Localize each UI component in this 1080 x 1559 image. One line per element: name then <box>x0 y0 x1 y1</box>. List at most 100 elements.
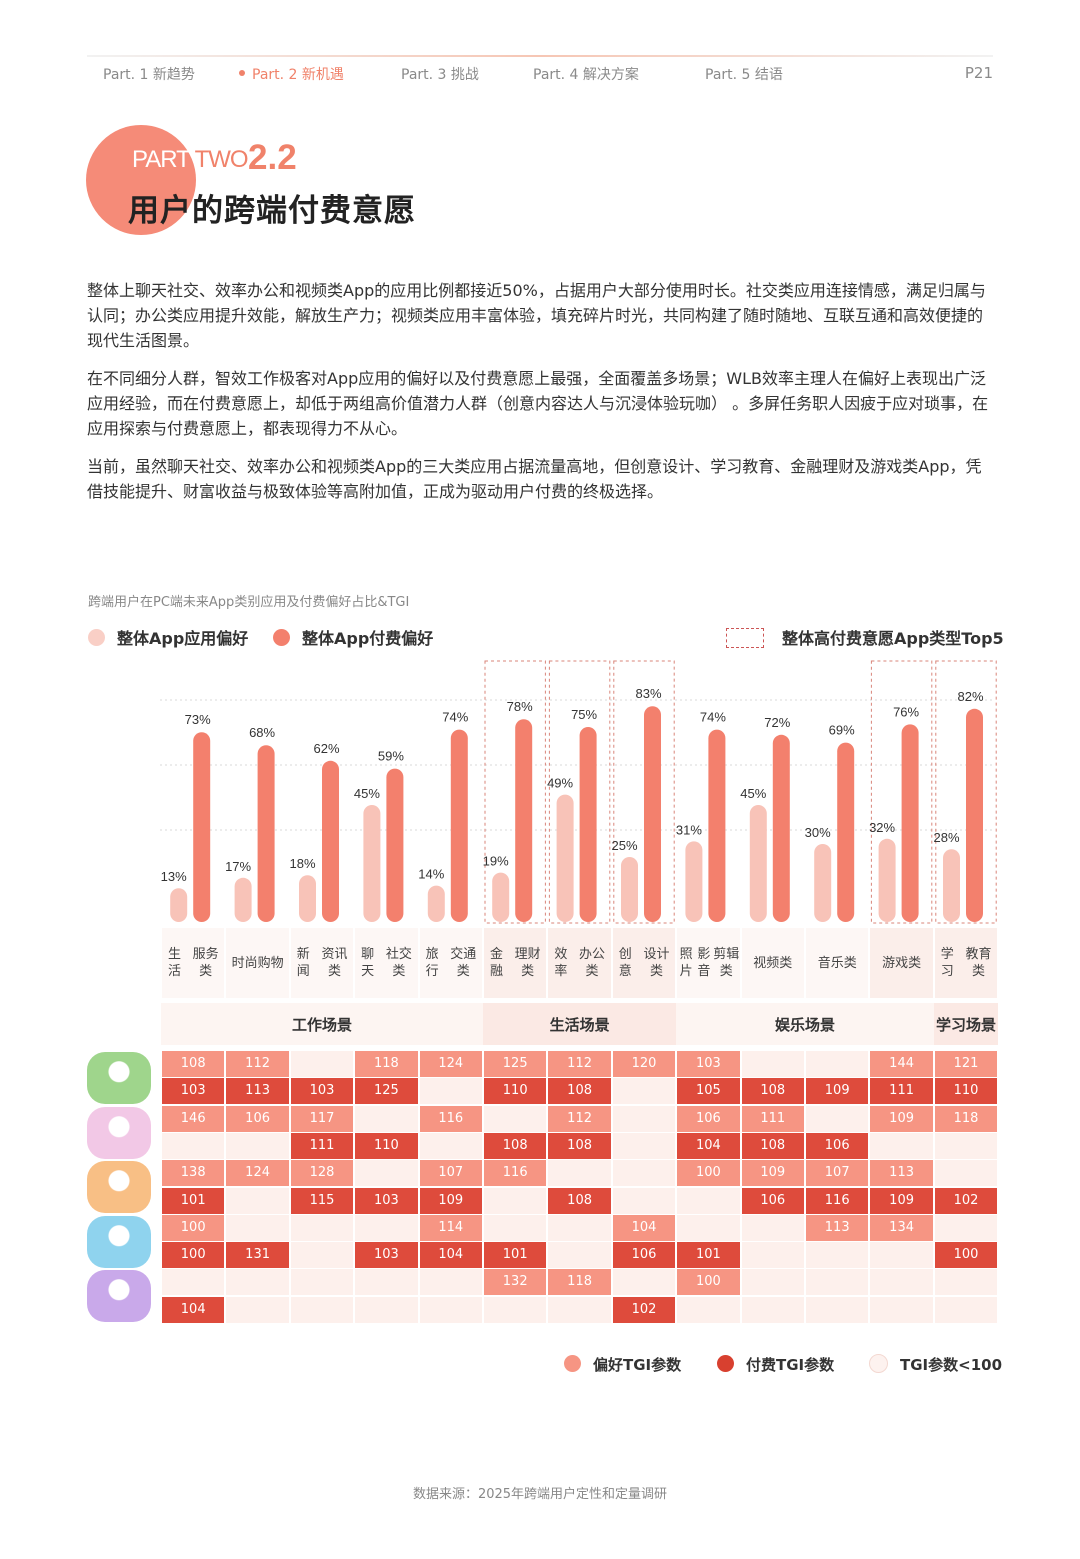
category-label-line: 视频类 <box>753 955 793 971</box>
bar-usage <box>492 872 510 922</box>
category-label-line: 时尚 <box>231 955 258 971</box>
tgi-cell <box>870 1296 933 1323</box>
tgi-cell <box>612 1078 676 1105</box>
data-source: 数据来源：2025年跨端用户定性和定量调研 <box>412 1487 668 1502</box>
tgi-cell <box>355 1160 418 1187</box>
top5-highlight-box <box>935 660 997 924</box>
bar-usage <box>878 838 896 922</box>
tgi-cell: 109 <box>419 1187 482 1214</box>
category-label: 时尚 购物 <box>226 928 289 998</box>
tgi-cell: 124 <box>226 1160 289 1187</box>
bar-pay <box>257 745 275 922</box>
data-label-pay: 78% <box>507 699 533 714</box>
scene-label: 娱乐场景 <box>676 1003 934 1045</box>
tgi-cell: 108 <box>741 1078 804 1105</box>
paragraph-2: 在不同细分人群，智效工作极客对App应用的偏好以及付费意愿上最强，全面覆盖多场景… <box>87 369 989 438</box>
bar-usage <box>943 849 960 922</box>
tgi-cell: 103 <box>290 1078 354 1105</box>
tgi-cell <box>162 1269 225 1296</box>
tgi-cell: 107 <box>806 1160 869 1187</box>
tgi-cell <box>870 1269 933 1296</box>
tgi-cell: 115 <box>290 1187 354 1214</box>
data-label-pay: 69% <box>829 723 855 738</box>
bar-usage <box>685 841 703 922</box>
tgi-cell: 106 <box>226 1105 289 1132</box>
tgi-cell <box>870 1242 933 1269</box>
tgi-cell <box>612 1132 676 1159</box>
tgi-cell: 116 <box>419 1105 482 1132</box>
title-circle-decoration <box>86 125 196 235</box>
category-label: 学习 教育类 <box>934 928 998 998</box>
category-label-line: 新闻 <box>296 947 310 979</box>
legend-pref-tgi-label: 偏好TGI参数 <box>593 1356 682 1374</box>
legend-top5: 整体高付费意愿App类型Top5 <box>726 625 1004 650</box>
tgi-cell <box>806 1242 869 1269</box>
tgi-cell: 120 <box>612 1051 676 1077</box>
legend-top5-box-icon <box>726 627 764 648</box>
legend-pay-tgi-label: 付费TGI参数 <box>746 1356 835 1374</box>
category-label: 生活 服务类 <box>162 928 225 998</box>
tgi-cell: 109 <box>870 1187 933 1214</box>
legend-low-tgi-dot-icon <box>869 1354 888 1373</box>
bar-usage <box>363 805 381 922</box>
top-navigation: Part. 1 新趋势 Part. 2 新机遇 Part. 3 挑战 Part.… <box>87 0 993 100</box>
tgi-cell: 103 <box>677 1051 740 1077</box>
category-label-line: 购物 <box>257 955 284 971</box>
category-label: 旅行 交通类 <box>419 928 482 998</box>
tgi-cell <box>419 1132 482 1159</box>
legend-pref-tgi: 偏好TGI参数 <box>564 1354 681 1375</box>
bar-pay <box>193 732 211 922</box>
tgi-cell <box>934 1214 998 1241</box>
bar-pay <box>772 734 790 922</box>
data-label-usage: 45% <box>354 786 380 801</box>
data-label-usage: 31% <box>676 822 702 837</box>
tgi-cell: 103 <box>355 1242 418 1269</box>
tgi-cell: 111 <box>741 1105 804 1132</box>
tgi-cell: 110 <box>934 1078 998 1105</box>
tgi-cell <box>290 1214 354 1241</box>
bar-pay <box>322 760 339 922</box>
legend-usage: 整体App应用偏好 <box>88 625 248 649</box>
active-dot-icon <box>239 70 245 76</box>
category-label-line: 交通类 <box>450 947 477 979</box>
legend-pay-dot-icon <box>273 629 290 646</box>
tgi-cell: 108 <box>741 1132 804 1159</box>
nav-item-part2[interactable]: Part. 2 新机遇 <box>239 64 344 84</box>
nav-item-part4[interactable]: Part. 4 解决方案 <box>533 67 639 83</box>
tgi-cell: 102 <box>612 1296 676 1323</box>
tgi-cell: 110 <box>484 1078 547 1105</box>
bar-usage <box>749 805 767 922</box>
tgi-cell <box>677 1187 740 1214</box>
legend-pay-tgi-dot-icon <box>717 1355 734 1372</box>
tgi-cell <box>934 1296 998 1323</box>
data-label-usage: 13% <box>161 869 187 884</box>
category-label-line: 教育类 <box>965 947 992 979</box>
tgi-cell: 116 <box>484 1160 547 1187</box>
data-label-pay: 74% <box>700 710 726 725</box>
tgi-cell <box>741 1214 804 1241</box>
persona-avatar-icon <box>87 1215 151 1268</box>
legend-top5-label: 整体高付费意愿App类型Top5 <box>782 629 1004 648</box>
part-label: PART TWO <box>132 146 249 174</box>
category-label-line: 办公类 <box>579 947 606 979</box>
data-label-usage: 49% <box>547 776 573 791</box>
top5-highlight-box <box>613 660 675 924</box>
tgi-cell: 107 <box>419 1160 482 1187</box>
bar-usage <box>299 875 316 922</box>
category-label: 金融 理财类 <box>484 928 547 998</box>
tgi-cell <box>484 1214 547 1241</box>
nav-item-part5[interactable]: Part. 5 结语 <box>705 67 783 83</box>
tgi-cell: 100 <box>162 1242 225 1269</box>
legend-pref-tgi-dot-icon <box>564 1355 581 1372</box>
tgi-cell: 117 <box>290 1105 354 1132</box>
tgi-cell: 124 <box>419 1051 482 1077</box>
nav-item-part3[interactable]: Part. 3 挑战 <box>401 67 479 83</box>
tgi-cell <box>934 1132 998 1159</box>
bar-usage <box>621 857 638 922</box>
tgi-cell <box>548 1214 611 1241</box>
tgi-cell <box>355 1105 418 1132</box>
tgi-cell: 112 <box>226 1051 289 1077</box>
nav-item-part1[interactable]: Part. 1 新趋势 <box>103 67 195 83</box>
tgi-cell <box>612 1187 676 1214</box>
tgi-cell <box>741 1051 804 1077</box>
